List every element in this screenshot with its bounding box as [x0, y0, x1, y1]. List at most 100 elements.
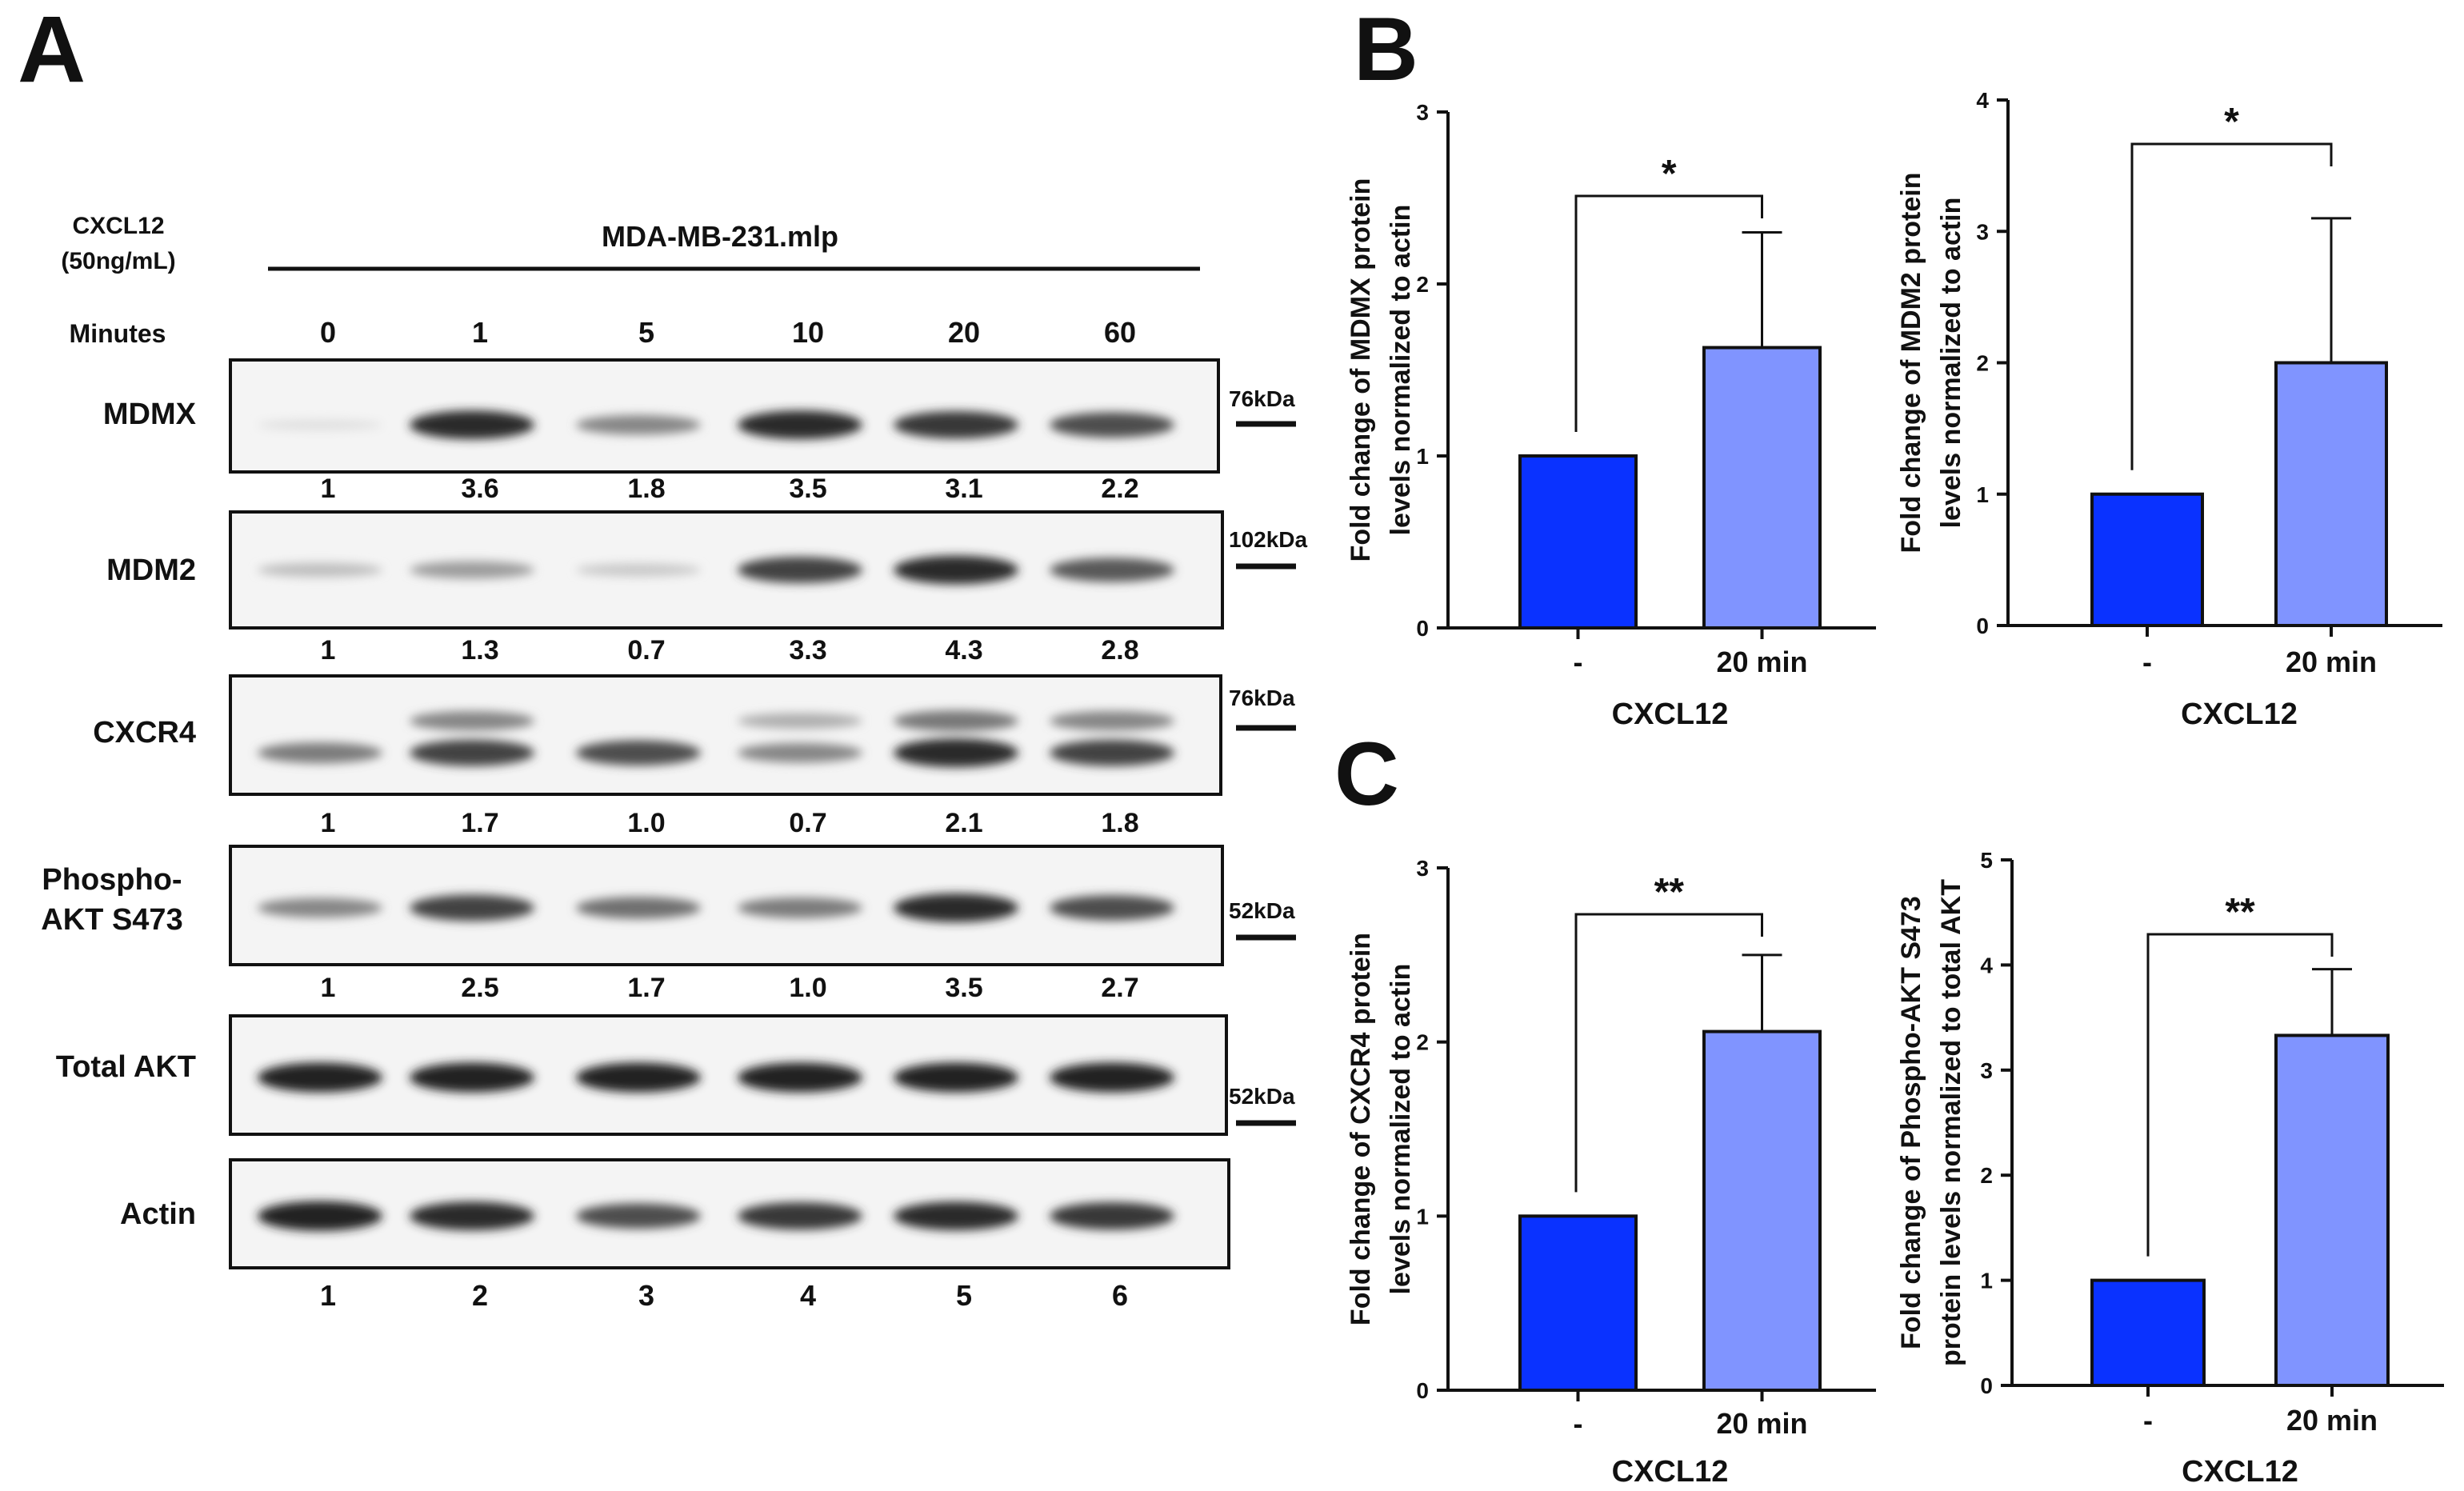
- blot-band: [738, 410, 862, 440]
- bar: [1518, 1214, 1638, 1393]
- blot-bands: [258, 710, 1174, 768]
- y-tick-label: 2: [1416, 272, 1429, 297]
- blot-bands: [258, 555, 1174, 585]
- densitometry-value: 0.7: [789, 808, 826, 838]
- minutes-value: 0: [320, 316, 336, 349]
- blot-bands: [258, 893, 1174, 922]
- blot-band: [576, 740, 701, 765]
- blot-protein-label: CXCR4: [93, 716, 196, 749]
- minutes-value: 1: [472, 316, 488, 349]
- x-axis-label: CXCL12: [1612, 1455, 1729, 1487]
- blot-row: Actin: [120, 1158, 1230, 1269]
- y-tick-label: 1: [1976, 482, 1989, 507]
- densitometry-value: 3.5: [789, 474, 826, 504]
- blot-band: [1050, 1202, 1174, 1230]
- blot-row: Total AKT 52kDa: [56, 1014, 1296, 1136]
- minutes-value: 60: [1104, 316, 1136, 349]
- x-axis-label: CXCL12: [1612, 698, 1729, 731]
- densitometry-value: 1.8: [1101, 808, 1138, 838]
- densitometry-value: 1: [321, 808, 336, 838]
- blot-row: MDM2 102kDa 1 1.3 0.7 3.3 4.3 2.8: [106, 510, 1308, 666]
- densitometry-value: 1: [321, 635, 336, 666]
- y-tick-label: 0: [1416, 1378, 1429, 1403]
- densitometry-value: 1: [321, 474, 336, 504]
- lane-number: 1: [320, 1279, 336, 1312]
- y-tick-label: 3: [1416, 856, 1429, 881]
- blot-band: [258, 742, 382, 764]
- y-tick-label: 3: [1980, 1058, 1993, 1083]
- significance-marker: *: [2224, 101, 2239, 143]
- bar-charts: 0 1 2 3 - 20 min * CXCL12 Fold change of MDMX pr…: [1346, 88, 2444, 1489]
- blot-band: [576, 1062, 701, 1093]
- x-axis-label: CXCL12: [2181, 698, 2298, 731]
- bar-chart: 0 1 2 3 4 - 20 min * CXCL12 Fold change of MDM2 p…: [1896, 88, 2442, 731]
- blot-band: [258, 1201, 382, 1231]
- blot-protein-label: AKT S473: [41, 903, 182, 937]
- y-axis-label: Fold change of MDM2 protein: [1896, 173, 1926, 554]
- blot-band: [738, 1062, 862, 1093]
- densitometry-value: 1.0: [627, 808, 665, 838]
- densitometry-value: 2.7: [1101, 973, 1138, 1003]
- blot-band: [410, 710, 534, 731]
- blot-band: [738, 557, 862, 583]
- y-axis-label: Fold change of CXCR4 protein: [1346, 933, 1376, 1325]
- minutes-value: 10: [792, 316, 824, 349]
- minutes-row: 0 1 5 10 20 60: [320, 316, 1136, 349]
- bar: [1518, 454, 1638, 630]
- blot-band: [1050, 412, 1174, 438]
- kda-marker-label: 102kDa: [1229, 527, 1308, 552]
- y-axis-label: levels normalized to actin: [1936, 198, 1966, 529]
- significance-marker: **: [2225, 891, 2255, 933]
- densitometry-value: 1.7: [461, 808, 498, 838]
- blot-protein-label: Actin: [120, 1197, 196, 1231]
- bar: [2090, 1278, 2206, 1387]
- blot-band: [258, 562, 382, 578]
- blot-band: [1050, 558, 1174, 582]
- treatment-label: CXCL12: [72, 213, 164, 239]
- densitometry-value: 2.8: [1101, 635, 1138, 666]
- y-tick-label: 4: [1980, 953, 1993, 977]
- densitometry-value: 4.3: [945, 635, 982, 666]
- kda-marker-label: 76kDa: [1229, 686, 1295, 710]
- blot-image: [229, 358, 1220, 474]
- kda-marker-label: 76kDa: [1229, 386, 1295, 411]
- densitometry-value: 2.1: [945, 808, 982, 838]
- panel-label-a: A: [18, 0, 86, 102]
- blot-band: [258, 1062, 382, 1093]
- significance-bracket: [2130, 142, 2333, 470]
- significance-bracket: [1574, 913, 1763, 1193]
- panel-label-b: B: [1354, 0, 1418, 99]
- y-tick-label: 3: [1416, 100, 1429, 125]
- blot-band: [410, 739, 534, 766]
- lane-numbers: 1 2 3 4 5 6: [320, 1279, 1128, 1312]
- blot-band: [410, 1201, 534, 1231]
- y-axis-label: levels normalized to actin: [1386, 964, 1416, 1295]
- y-tick-label: 2: [1976, 351, 1989, 376]
- blot-band: [894, 893, 1018, 922]
- densitometry-value: 1: [321, 973, 336, 1003]
- blot-band: [1050, 710, 1174, 731]
- lane-number: 4: [800, 1279, 816, 1312]
- blot-band: [258, 897, 382, 918]
- significance-bracket: [1574, 194, 1763, 432]
- x-tick-label: 20 min: [2286, 1404, 2378, 1437]
- lane-number: 5: [956, 1279, 972, 1312]
- lane-number: 3: [638, 1279, 654, 1312]
- densitometry-value: 3.6: [461, 474, 498, 504]
- significance-marker: *: [1662, 153, 1677, 195]
- bar: [2274, 1033, 2390, 1387]
- blot-protein-label: MDM2: [106, 554, 196, 587]
- cell-line-label: MDA-MB-231.mlp: [602, 220, 838, 253]
- bar: [1702, 346, 1822, 630]
- densitometry-value: 1.8: [627, 474, 665, 504]
- blot-band: [576, 1203, 701, 1229]
- x-axis-label: CXCL12: [2182, 1455, 2298, 1487]
- treatment-concentration: (50ng/mL): [61, 248, 175, 274]
- y-tick-label: 3: [1976, 219, 1989, 244]
- lane-number: 2: [472, 1279, 488, 1312]
- y-tick-label: 0: [1980, 1373, 1993, 1398]
- blot-band: [1050, 895, 1174, 921]
- kda-marker-label: 52kDa: [1229, 898, 1295, 923]
- blot-band: [738, 897, 862, 918]
